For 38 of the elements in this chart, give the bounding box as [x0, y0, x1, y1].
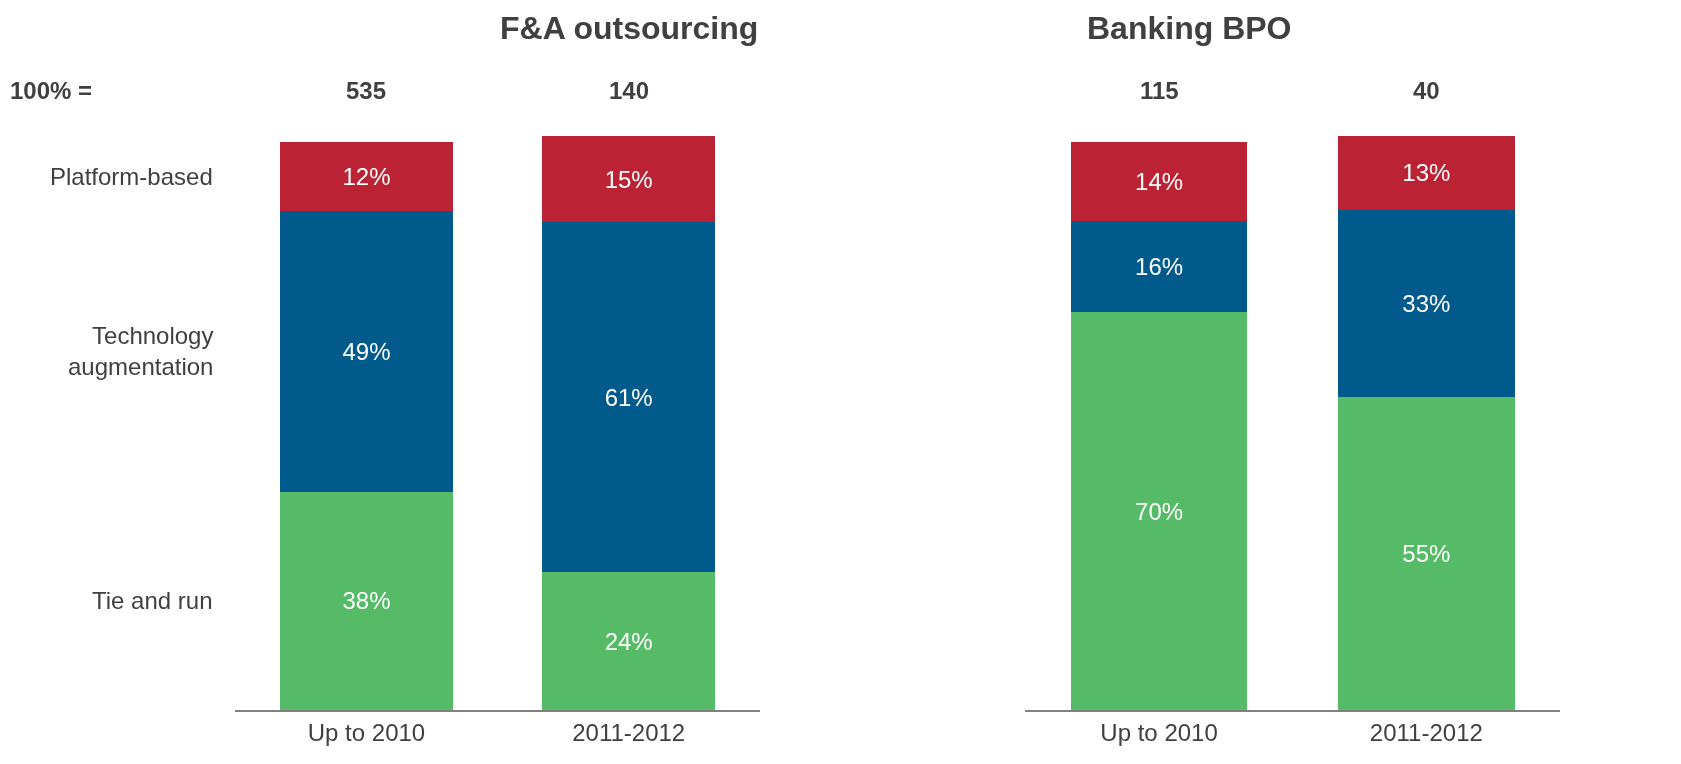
data-label: 38%: [342, 587, 391, 615]
bar: [1338, 209, 1515, 398]
bar: [1070, 312, 1248, 710]
bar: [542, 572, 716, 710]
x-tick-label: Up to 2010: [1100, 718, 1218, 746]
text: Technology augmentation: [68, 322, 214, 381]
text: 535: [346, 77, 387, 104]
data-label: 13%: [1402, 159, 1451, 187]
bar: [1338, 136, 1515, 210]
data-label: 12%: [342, 162, 391, 190]
bar: [1070, 141, 1248, 222]
x-tick-label: 2011-2012: [1369, 718, 1483, 746]
data-label: 70%: [1135, 497, 1184, 525]
data-label: 24%: [604, 627, 653, 655]
text: Tie and run: [92, 587, 213, 614]
bar: [1070, 221, 1248, 313]
data-label: 55%: [1402, 540, 1451, 568]
text: 100% =: [10, 77, 93, 104]
bar: [279, 210, 453, 492]
bar: [279, 491, 453, 710]
data-label: 61%: [604, 383, 653, 411]
bar: [542, 136, 716, 223]
data-label: 14%: [1135, 167, 1184, 195]
text: 115: [1140, 77, 1179, 104]
data-label: 15%: [604, 165, 653, 193]
data-label: 49%: [342, 337, 391, 365]
chart-title: F&A outsourcing: [500, 10, 759, 46]
x-tick-label: Up to 2010: [307, 718, 426, 746]
x-tick-label: 2011-2012: [572, 718, 686, 746]
bar: [279, 141, 453, 211]
data-label: 16%: [1135, 253, 1184, 281]
text: Platform-based: [50, 163, 213, 190]
bar: [1338, 397, 1515, 710]
data-label: 33%: [1402, 290, 1451, 318]
text: 40: [1413, 77, 1440, 104]
chart-title: Banking BPO: [1087, 10, 1292, 46]
bar: [542, 222, 716, 573]
text: 140: [609, 77, 650, 104]
